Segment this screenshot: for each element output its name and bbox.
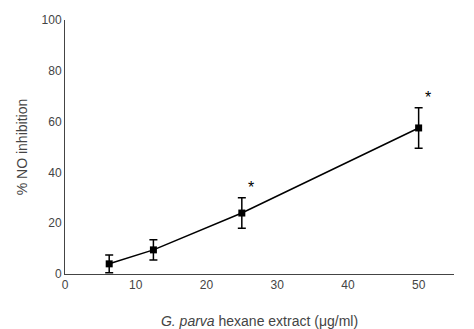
svg-text:50: 50 [412, 278, 426, 292]
svg-text:80: 80 [48, 64, 62, 78]
svg-text:60: 60 [48, 115, 62, 129]
svg-text:% NO inhibition: % NO inhibition [14, 99, 30, 196]
svg-text:*: * [248, 179, 254, 196]
svg-text:20: 20 [48, 216, 62, 230]
svg-text:*: * [425, 89, 431, 106]
svg-text:30: 30 [271, 278, 285, 292]
svg-text:10: 10 [129, 278, 143, 292]
svg-text:40: 40 [341, 278, 355, 292]
svg-text:0: 0 [62, 278, 69, 292]
svg-text:20: 20 [200, 278, 214, 292]
svg-text:100: 100 [42, 13, 62, 27]
svg-text:G. parva hexane extract (μg/ml: G. parva hexane extract (μg/ml) [161, 313, 358, 329]
svg-text:40: 40 [48, 166, 62, 180]
svg-text:0: 0 [55, 267, 62, 281]
